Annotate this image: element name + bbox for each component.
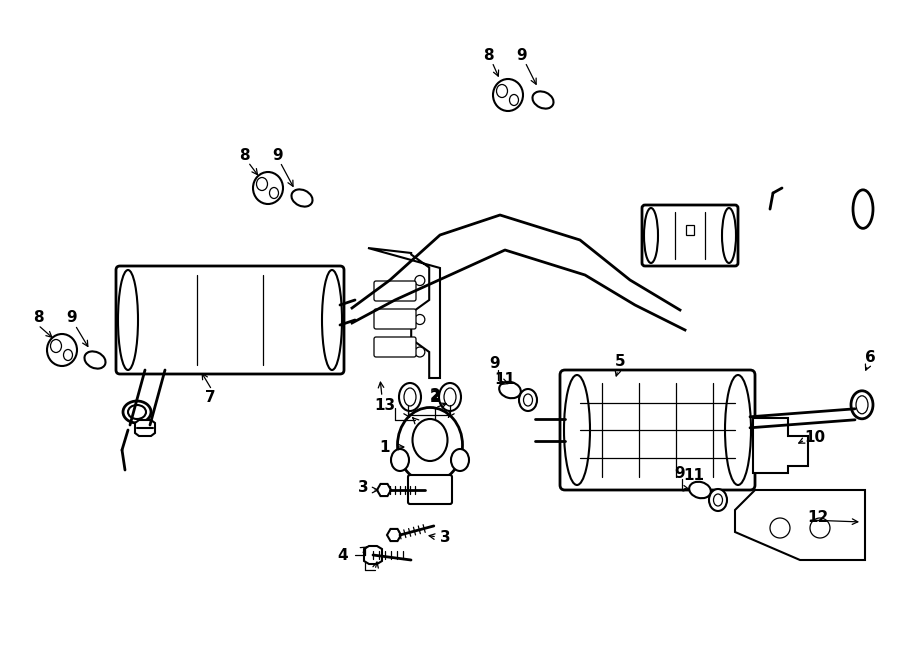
Text: 1: 1 — [380, 440, 391, 455]
Ellipse shape — [451, 449, 469, 471]
Text: 9: 9 — [273, 147, 284, 163]
Polygon shape — [735, 490, 865, 560]
Text: 9: 9 — [675, 465, 685, 481]
Ellipse shape — [519, 389, 537, 411]
Text: 11: 11 — [683, 467, 705, 483]
Ellipse shape — [256, 178, 267, 190]
Ellipse shape — [853, 190, 873, 228]
Ellipse shape — [509, 95, 518, 106]
FancyBboxPatch shape — [642, 205, 738, 266]
Ellipse shape — [253, 172, 283, 204]
Circle shape — [810, 518, 830, 538]
Circle shape — [415, 347, 425, 357]
Bar — [686, 225, 694, 235]
Ellipse shape — [497, 85, 508, 98]
FancyBboxPatch shape — [116, 266, 344, 374]
Ellipse shape — [123, 401, 151, 423]
Ellipse shape — [64, 350, 73, 360]
Ellipse shape — [404, 388, 416, 406]
Text: 9: 9 — [490, 356, 500, 371]
Ellipse shape — [493, 79, 523, 111]
Text: 4: 4 — [338, 547, 348, 563]
Ellipse shape — [118, 270, 138, 370]
Text: 2: 2 — [429, 391, 440, 405]
Ellipse shape — [725, 375, 751, 485]
Ellipse shape — [564, 375, 590, 485]
Text: 10: 10 — [805, 430, 825, 444]
Ellipse shape — [444, 388, 456, 406]
Text: 9: 9 — [517, 48, 527, 63]
Text: 3: 3 — [357, 481, 368, 496]
Ellipse shape — [856, 396, 868, 414]
FancyBboxPatch shape — [408, 475, 452, 504]
Text: 8: 8 — [32, 311, 43, 325]
Text: 6: 6 — [865, 350, 876, 366]
Text: 9: 9 — [67, 311, 77, 325]
Polygon shape — [135, 420, 155, 436]
Ellipse shape — [322, 270, 342, 370]
Polygon shape — [364, 546, 382, 564]
Text: 5: 5 — [615, 354, 626, 369]
Text: 8: 8 — [238, 147, 249, 163]
Ellipse shape — [412, 419, 447, 461]
Polygon shape — [368, 248, 440, 378]
Ellipse shape — [47, 334, 77, 366]
Circle shape — [415, 276, 425, 286]
Ellipse shape — [50, 340, 61, 352]
Text: 2: 2 — [429, 387, 440, 403]
Ellipse shape — [292, 190, 312, 207]
Ellipse shape — [439, 383, 461, 411]
Ellipse shape — [269, 188, 278, 198]
Ellipse shape — [533, 91, 554, 108]
Polygon shape — [387, 529, 401, 541]
Polygon shape — [753, 418, 808, 473]
Ellipse shape — [714, 494, 723, 506]
Ellipse shape — [391, 449, 409, 471]
Text: 11: 11 — [494, 373, 516, 387]
Ellipse shape — [689, 482, 711, 498]
Text: 8: 8 — [482, 48, 493, 63]
Text: 3: 3 — [440, 529, 450, 545]
Ellipse shape — [85, 352, 105, 369]
Ellipse shape — [524, 394, 533, 406]
Text: 7: 7 — [204, 391, 215, 405]
Text: 13: 13 — [374, 397, 396, 412]
Ellipse shape — [398, 407, 463, 483]
Ellipse shape — [644, 208, 658, 263]
Text: 12: 12 — [807, 510, 829, 525]
FancyBboxPatch shape — [374, 309, 416, 329]
Ellipse shape — [128, 405, 146, 419]
Ellipse shape — [399, 383, 421, 411]
Polygon shape — [377, 484, 391, 496]
Circle shape — [770, 518, 790, 538]
FancyBboxPatch shape — [560, 370, 755, 490]
Ellipse shape — [722, 208, 736, 263]
Ellipse shape — [709, 489, 727, 511]
Circle shape — [415, 315, 425, 325]
Ellipse shape — [500, 382, 521, 398]
Ellipse shape — [851, 391, 873, 419]
FancyBboxPatch shape — [374, 281, 416, 301]
FancyBboxPatch shape — [374, 337, 416, 357]
